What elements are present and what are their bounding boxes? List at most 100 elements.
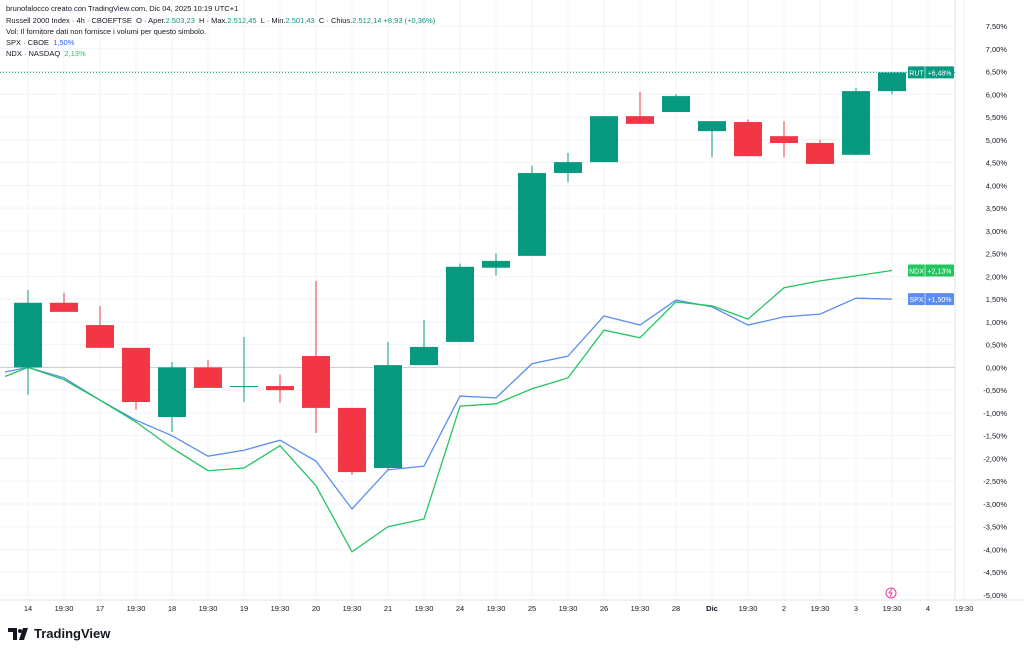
RUT-tag-value: +6,48% [928, 70, 952, 77]
legend-ndx[interactable]: NDX · NASDAQ 2,13% [6, 49, 86, 58]
RUT-price-tag [908, 66, 954, 79]
x-tick-label: 19:30 [55, 604, 74, 613]
ndx-label: NDX · NASDAQ [6, 49, 61, 58]
close-label: C · Chius. [318, 16, 353, 25]
SPX-tag-value: +1,50% [928, 297, 952, 304]
x-tick-label: 19:30 [883, 604, 902, 613]
SPX-tag-symbol: SPX [909, 297, 923, 304]
y-tick-label: 0,00% [986, 363, 1008, 372]
candle-body [842, 91, 870, 155]
x-tick-label: 25 [528, 604, 536, 613]
y-tick-label: -5,00% [983, 591, 1007, 600]
legend-spx[interactable]: SPX · CBOE 1,50% [6, 38, 74, 47]
candle-body [14, 302, 42, 368]
lightning-icon [885, 587, 897, 599]
symbol-title[interactable]: Russell 2000 Index · 4h · CBOEFTSE [6, 16, 132, 25]
low-value: 2.501,43 [285, 16, 315, 25]
y-tick-label: -4,50% [983, 568, 1007, 577]
candle-body [50, 302, 78, 312]
y-tick-label: -1,00% [983, 409, 1007, 418]
spx-label: SPX · CBOE [6, 38, 49, 47]
candle-body [698, 121, 726, 132]
y-tick-label: -1,50% [983, 432, 1007, 441]
y-tick-label: 7,00% [986, 45, 1008, 54]
candle-body [626, 116, 654, 124]
volume-note: Vol: Il fornitore dati non fornisce i vo… [6, 27, 207, 36]
x-tick-label: 21 [384, 604, 392, 613]
y-tick-label: 1,00% [986, 318, 1008, 327]
y-tick-label: -3,00% [983, 500, 1007, 509]
y-tick-label: -2,50% [983, 477, 1007, 486]
x-tick-label: 19:30 [955, 604, 974, 613]
series-line-ndx [4, 269, 893, 553]
tradingview-logo[interactable]: TradingView [8, 626, 110, 641]
RUT-tag-symbol: RUT [909, 70, 924, 77]
y-tick-label: 4,00% [986, 181, 1008, 190]
y-tick-label: 5,00% [986, 136, 1008, 145]
y-tick-label: 3,50% [986, 204, 1008, 213]
candle-body [806, 142, 834, 164]
candle-body [590, 116, 618, 163]
series-line-spx [4, 297, 893, 510]
SPX-price-tag [908, 293, 954, 306]
x-tick-label: 19:30 [739, 604, 758, 613]
x-tick-label: Dic [706, 604, 718, 613]
x-tick-label: 26 [600, 604, 608, 613]
candle-body [662, 96, 690, 113]
y-tick-label: 4,50% [986, 159, 1008, 168]
NDX-tag-value: +2,13% [928, 268, 952, 275]
x-tick-label: 24 [456, 604, 464, 613]
ohlc-legend: Russell 2000 Index · 4h · CBOEFTSE O · A… [6, 16, 435, 25]
y-tick-label: 7,50% [986, 22, 1008, 31]
y-tick-label: 6,00% [986, 90, 1008, 99]
x-tick-label: 3 [854, 604, 858, 613]
candle-body [338, 407, 366, 473]
NDX-tag-symbol: NDX [909, 268, 924, 275]
candle-body [878, 72, 906, 92]
y-tick-label: -0,50% [983, 386, 1007, 395]
y-tick-label: -3,50% [983, 523, 1007, 532]
x-tick-label: 19:30 [127, 604, 146, 613]
y-tick-label: 6,50% [986, 68, 1008, 77]
y-tick-label: 3,00% [986, 227, 1008, 236]
x-tick-label: 4 [926, 604, 930, 613]
chart-credit: brunofalocco creato con TradingView.com,… [6, 4, 239, 13]
y-tick-label: 5,50% [986, 113, 1008, 122]
ndx-value: 2,13% [64, 49, 86, 58]
y-tick-label: 2,00% [986, 272, 1008, 281]
x-tick-label: 19:30 [415, 604, 434, 613]
x-tick-label: 19:30 [271, 604, 290, 613]
candle-body [230, 386, 258, 388]
y-tick-label: 0,50% [986, 341, 1008, 350]
candle-body [554, 162, 582, 174]
x-tick-label: 2 [782, 604, 786, 613]
x-tick-label: 14 [24, 604, 32, 613]
logo-text: TradingView [34, 626, 111, 641]
open-label: O · Aper. [136, 16, 166, 25]
candle-body [194, 367, 222, 388]
candle-body [446, 266, 474, 342]
candle-body [374, 365, 402, 468]
chart-canvas[interactable]: 7,50% 7,00% 6,50% 6,00% 5,50% 5,00% 4,50% 4,00%… [0, 0, 1024, 620]
tradingview-logo-icon [8, 627, 28, 640]
candle-body [122, 347, 150, 402]
x-tick-label: 19:30 [343, 604, 362, 613]
x-tick-label: 20 [312, 604, 320, 613]
x-tick-label: 19:30 [487, 604, 506, 613]
open-value: 2.503,23 [165, 16, 195, 25]
candle-body [158, 367, 186, 418]
candle-body [410, 346, 438, 366]
lightning-icon-glyph [888, 588, 893, 598]
x-tick-label: 19:30 [811, 604, 830, 613]
candle-body [518, 173, 546, 256]
x-tick-label: 17 [96, 604, 104, 613]
candle-body [86, 325, 114, 348]
high-label: H · Max. [199, 16, 228, 25]
high-value: 2.512,45 [227, 16, 257, 25]
x-tick-label: 19 [240, 604, 248, 613]
y-tick-label: 2,50% [986, 250, 1008, 259]
candle-body [266, 386, 294, 391]
y-tick-label: 1,50% [986, 295, 1008, 304]
x-tick-label: 28 [672, 604, 680, 613]
candle-body [734, 122, 762, 157]
